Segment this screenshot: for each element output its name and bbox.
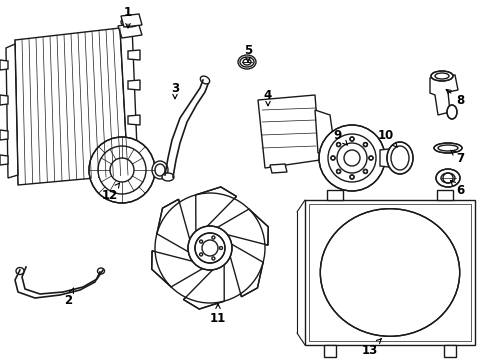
- Polygon shape: [118, 22, 142, 38]
- Polygon shape: [157, 199, 192, 252]
- Text: 4: 4: [264, 89, 272, 106]
- Text: 7: 7: [451, 150, 464, 165]
- Text: 3: 3: [171, 81, 179, 99]
- Text: 1: 1: [124, 5, 132, 28]
- Circle shape: [319, 125, 385, 191]
- Polygon shape: [270, 164, 287, 173]
- Ellipse shape: [320, 209, 460, 336]
- Ellipse shape: [369, 156, 373, 160]
- Ellipse shape: [337, 170, 341, 174]
- Polygon shape: [0, 95, 8, 105]
- Ellipse shape: [162, 173, 174, 181]
- Polygon shape: [305, 200, 475, 345]
- Polygon shape: [0, 155, 8, 165]
- Text: 2: 2: [64, 288, 74, 306]
- Polygon shape: [183, 264, 224, 309]
- Ellipse shape: [434, 143, 462, 153]
- Ellipse shape: [436, 169, 460, 187]
- Text: 5: 5: [244, 44, 252, 62]
- Ellipse shape: [152, 161, 168, 179]
- Polygon shape: [6, 44, 18, 178]
- Polygon shape: [196, 187, 237, 232]
- Polygon shape: [430, 75, 458, 115]
- Ellipse shape: [447, 105, 457, 119]
- Ellipse shape: [364, 170, 368, 174]
- Polygon shape: [228, 244, 263, 297]
- Polygon shape: [0, 130, 8, 140]
- Polygon shape: [128, 80, 140, 90]
- Ellipse shape: [364, 143, 368, 147]
- Circle shape: [155, 193, 265, 303]
- Polygon shape: [380, 148, 397, 168]
- Ellipse shape: [431, 71, 453, 81]
- Polygon shape: [128, 115, 140, 125]
- Polygon shape: [437, 190, 453, 200]
- Ellipse shape: [337, 143, 341, 147]
- Circle shape: [188, 226, 232, 270]
- Polygon shape: [315, 110, 335, 153]
- Circle shape: [89, 137, 155, 203]
- Ellipse shape: [350, 137, 354, 141]
- Circle shape: [195, 233, 225, 263]
- Text: 8: 8: [446, 89, 464, 107]
- Polygon shape: [444, 345, 456, 357]
- Polygon shape: [324, 345, 336, 357]
- Polygon shape: [120, 26, 138, 175]
- Ellipse shape: [98, 268, 104, 274]
- Polygon shape: [125, 158, 145, 188]
- Polygon shape: [121, 14, 142, 27]
- Ellipse shape: [387, 142, 413, 174]
- Text: 13: 13: [362, 339, 381, 356]
- Text: 9: 9: [334, 129, 347, 145]
- Polygon shape: [15, 28, 128, 185]
- Text: 12: 12: [102, 183, 120, 202]
- Ellipse shape: [16, 267, 24, 274]
- Ellipse shape: [238, 55, 256, 69]
- Text: 11: 11: [210, 304, 226, 324]
- Ellipse shape: [350, 175, 354, 179]
- Text: 6: 6: [451, 181, 464, 197]
- Ellipse shape: [331, 156, 335, 160]
- Ellipse shape: [121, 17, 139, 27]
- Text: 10: 10: [378, 129, 397, 147]
- Polygon shape: [128, 50, 140, 60]
- Polygon shape: [218, 209, 268, 245]
- Polygon shape: [0, 60, 8, 70]
- Polygon shape: [327, 190, 343, 200]
- Polygon shape: [258, 95, 320, 168]
- Polygon shape: [152, 251, 202, 287]
- Ellipse shape: [200, 76, 210, 84]
- Polygon shape: [128, 150, 140, 160]
